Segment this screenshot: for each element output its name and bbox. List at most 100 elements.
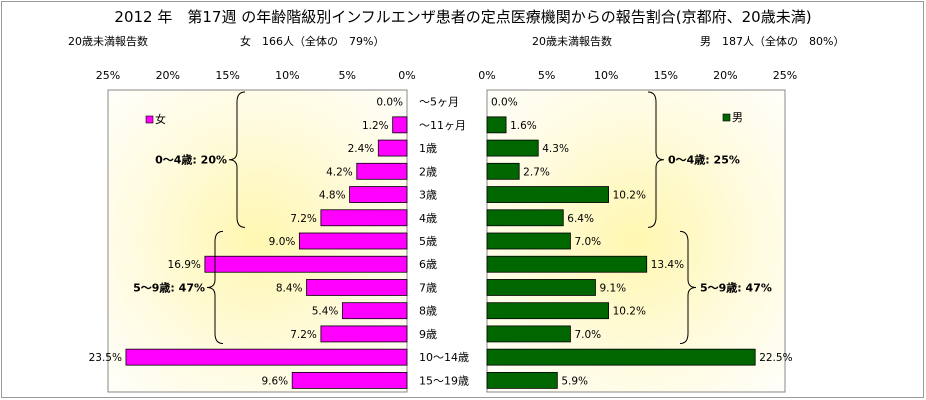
- male-data-label: 6.4%: [567, 213, 594, 225]
- male-x-tick-label: 15%: [654, 69, 678, 82]
- female-x-tick-label: 0%: [398, 69, 415, 82]
- female-data-label: 7.2%: [290, 213, 317, 225]
- female-x-tick-label: 10%: [275, 69, 299, 82]
- male-bar: [486, 162, 520, 180]
- male-data-label: 7.0%: [574, 236, 601, 248]
- male-data-label: 10.2%: [613, 306, 646, 318]
- category-label: 2歳: [419, 165, 437, 178]
- male-bar: [486, 116, 507, 134]
- chart-title: 2012 年 第17週 の年齢階級別インフルエンザ患者の定点医療機関からの報告割…: [114, 8, 811, 26]
- male-group-label: 5～9歳: 47%: [700, 280, 772, 294]
- female-data-label: 0.0%: [376, 97, 403, 109]
- female-data-label: 7.2%: [290, 329, 317, 341]
- category-label: 7歳: [419, 281, 437, 294]
- male-bar: [486, 139, 539, 157]
- male-bar: [486, 232, 571, 250]
- female-data-label: 1.2%: [362, 120, 389, 132]
- male-x-tick-label: 10%: [594, 69, 618, 82]
- female-data-label: 8.4%: [276, 282, 303, 294]
- female-data-label: 16.9%: [168, 259, 201, 271]
- female-bar: [392, 116, 408, 134]
- female-data-label: 9.0%: [269, 236, 296, 248]
- male-bar: [486, 325, 571, 343]
- male-bar: [486, 302, 609, 320]
- female-x-tick-label: 25%: [96, 69, 120, 82]
- male-header-value: 男 187人（全体の 80%）: [700, 34, 844, 48]
- male-data-label: 5.9%: [561, 375, 588, 387]
- male-legend-swatch: [722, 113, 731, 122]
- category-label: 5歳: [419, 235, 437, 248]
- female-data-label: 4.8%: [319, 190, 346, 202]
- male-x-tick-label: 25%: [773, 69, 797, 82]
- category-label: 15～19歳: [419, 374, 469, 387]
- male-data-label: 7.0%: [574, 329, 601, 341]
- female-group-label: 5～9歳: 47%: [133, 280, 205, 294]
- female-data-label: 5.4%: [312, 306, 339, 318]
- male-legend-label: 男: [732, 111, 743, 124]
- female-data-label: 2.4%: [348, 143, 375, 155]
- male-data-label: 1.6%: [510, 120, 537, 132]
- male-x-tick-label: 5%: [538, 69, 555, 82]
- male-bar: [486, 209, 564, 227]
- male-bar: [486, 348, 756, 366]
- male-data-label: 9.1%: [599, 282, 626, 294]
- female-x-tick-label: 20%: [156, 69, 180, 82]
- female-x-tick-label: 5%: [338, 69, 355, 82]
- female-legend-swatch: [145, 115, 154, 124]
- male-bar: [486, 186, 609, 203]
- bars: [125, 116, 756, 389]
- male-data-label: 22.5%: [759, 352, 792, 364]
- female-bar: [320, 325, 408, 343]
- female-bar: [356, 162, 408, 180]
- female-bar: [377, 139, 408, 157]
- male-group-brace: [679, 230, 697, 345]
- category-label: 10～14歳: [419, 351, 469, 364]
- labels: ～5ヶ月 ～11ヶ月 1歳 2歳 3歳 4歳 5歳 6歳 7歳 8歳 9歳 10～14歳 15～19歳 0…: [89, 96, 793, 388]
- female-data-label: 4.2%: [326, 166, 353, 178]
- male-bar: [486, 279, 596, 296]
- category-label: ～11ヶ月: [419, 119, 466, 132]
- female-group-label: 0～4歳: 20%: [155, 153, 227, 167]
- male-x-tick-label: 20%: [713, 69, 737, 82]
- female-legend-label: 女: [155, 112, 166, 126]
- category-label: 6歳: [419, 258, 437, 271]
- male-bar: [486, 255, 648, 273]
- female-data-label: 23.5%: [89, 352, 122, 364]
- male-data-label: 4.3%: [542, 143, 569, 155]
- category-label: 3歳: [419, 189, 437, 202]
- category-label: ～5ヶ月: [419, 96, 459, 109]
- female-bar: [298, 232, 408, 250]
- female-bar: [320, 209, 408, 227]
- male-data-label: 2.7%: [523, 166, 550, 178]
- female-group-brace: [206, 230, 224, 345]
- category-label: 4歳: [419, 212, 437, 225]
- male-bar: [486, 371, 558, 389]
- male-data-label: 0.0%: [491, 97, 518, 109]
- female-bar: [125, 348, 408, 366]
- female-bar: [349, 186, 408, 203]
- female-bar: [291, 371, 408, 389]
- female-x-tick-label: 15%: [215, 69, 239, 82]
- male-header-label: 20歳未満報告数: [532, 35, 612, 48]
- plot-backgrounds: [107, 89, 786, 393]
- female-header-value: 女 166人（全体の 79%）: [240, 34, 384, 48]
- male-data-label: 13.4%: [651, 259, 684, 271]
- category-label: 8歳: [419, 305, 437, 318]
- male-group-label: 0～4歳: 25%: [668, 153, 740, 167]
- female-bar: [306, 279, 408, 296]
- female-header-label: 20歳未満報告数: [68, 35, 148, 48]
- female-bar: [342, 302, 408, 320]
- male-x-tick-label: 0%: [478, 69, 495, 82]
- axes: 0% 0% 5% 5% 10% 10% 15% 15% 20% 20% 25% 25%: [96, 69, 797, 82]
- group-annotations: 0～4歳: 20% 5～9歳: 47% 0～4歳: 25% 5～9歳: 47%: [133, 91, 772, 345]
- female-group-brace: [228, 91, 246, 228]
- category-label: 9歳: [419, 328, 437, 341]
- male-group-brace: [647, 91, 665, 228]
- female-bar: [204, 255, 408, 273]
- category-label: 1歳: [419, 142, 437, 155]
- female-data-label: 9.6%: [261, 375, 288, 387]
- male-data-label: 10.2%: [613, 190, 646, 202]
